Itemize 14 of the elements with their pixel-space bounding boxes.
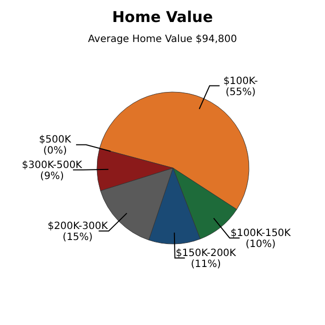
category-label: $500K [39,134,72,146]
data-label: (55%) [226,86,256,98]
slice-label: $100K-150K [230,228,292,239]
slice-label: $200K-300K [48,220,108,232]
data-label: (9%) [40,170,64,182]
data-label: (11%) [190,258,221,270]
data-label: (10%) [246,238,276,250]
slice-label: $100K- [223,76,258,87]
slice-label: $150K-200K [176,248,236,259]
chart-subtitle: Average Home Value $94,800 [87,34,238,45]
slice-label: $300K-500K [22,160,83,171]
data-label: (15%) [62,232,93,243]
text: (0%) [43,146,67,157]
chart-title: Home Value [111,8,214,26]
